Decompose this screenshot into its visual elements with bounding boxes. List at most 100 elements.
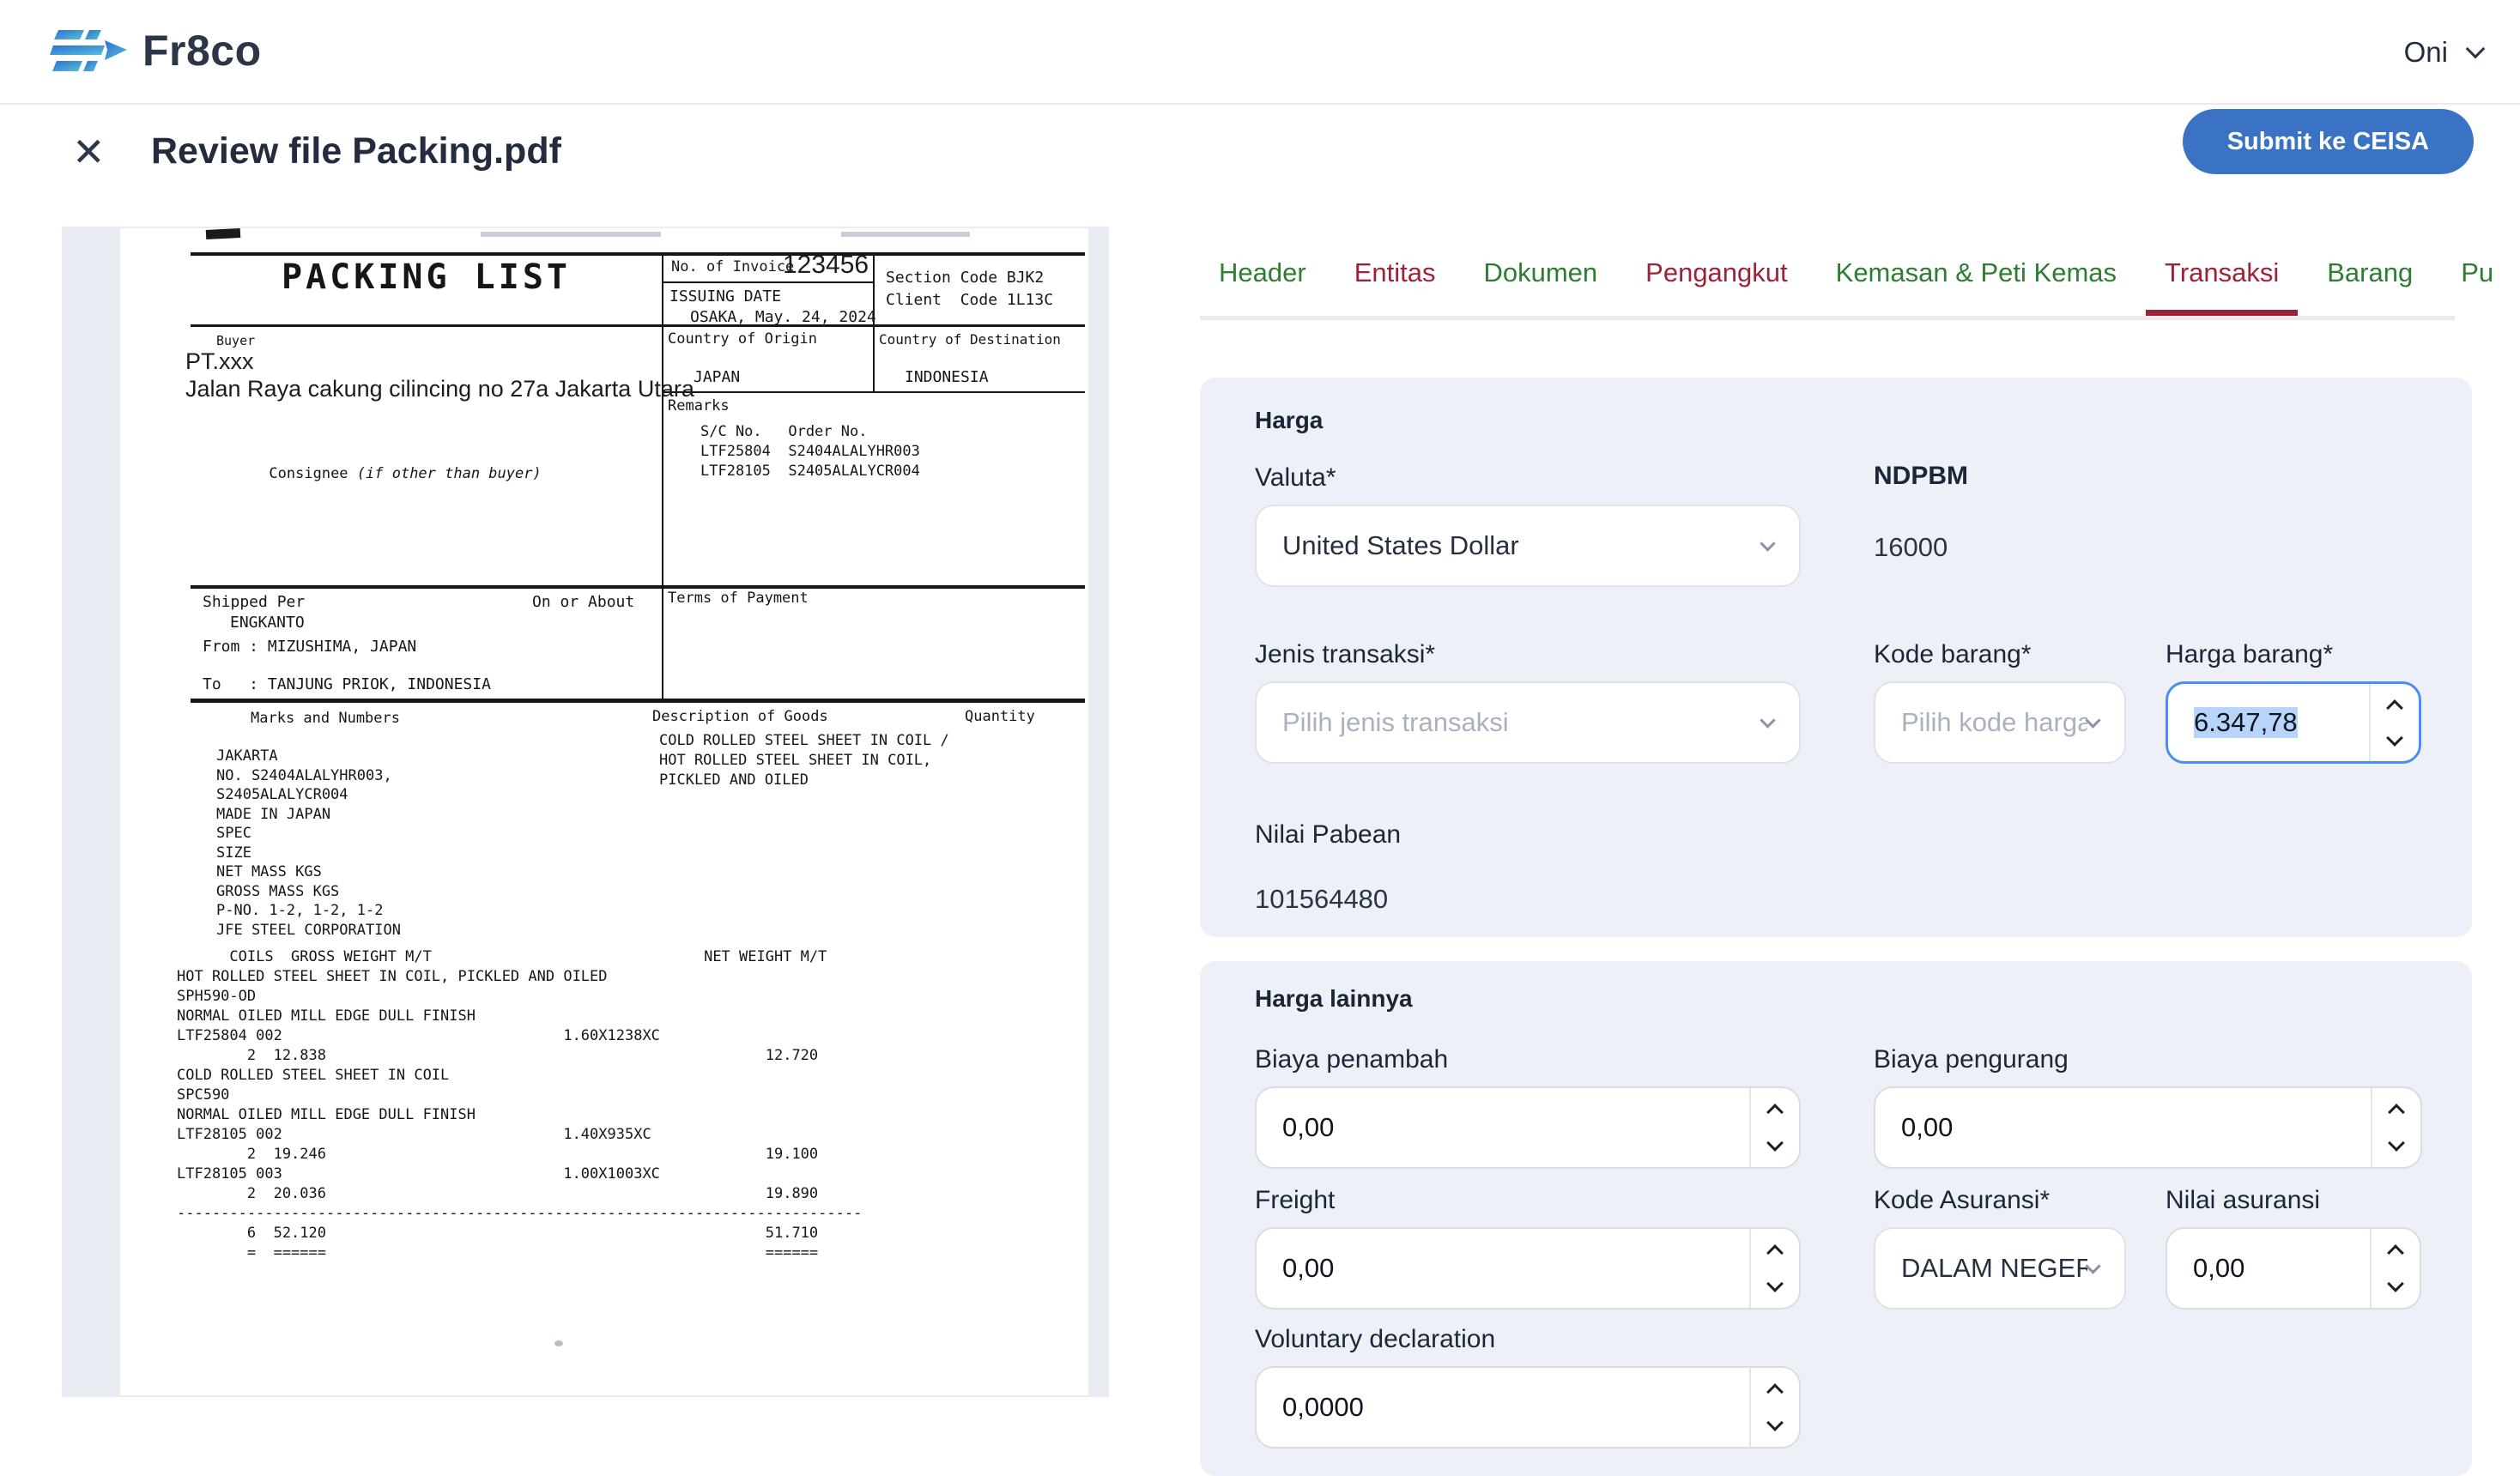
doc-dest-value: INDONESIA — [905, 368, 989, 386]
nilai-asuransi-value: 0,00 — [2193, 1253, 2245, 1283]
ndpbm-value: 16000 — [1874, 532, 1948, 562]
tab-transaksi[interactable]: Transaksi — [2146, 257, 2299, 316]
harga-lainnya-card: Harga lainnya Biaya penambah 0,00 Biaya … — [1200, 961, 2472, 1476]
doc-on-or-about-label: On or About — [532, 593, 635, 611]
harga-lainnya-section-title: Harga lainnya — [1255, 985, 1413, 1012]
nilai-asuransi-label: Nilai asuransi — [2166, 1186, 2321, 1214]
chevron-up-icon — [1766, 1383, 1784, 1400]
doc-rule — [191, 699, 1085, 703]
stepper-down-button[interactable] — [2372, 1268, 2420, 1308]
doc-consignee-note: (if other than buyer) — [356, 465, 542, 482]
doc-dest-label: Country of Destination — [879, 331, 1061, 348]
tab-next-clipped[interactable]: Pu — [2461, 257, 2494, 287]
stepper-up-button[interactable] — [1751, 1229, 1799, 1268]
chevron-down-icon — [2387, 1275, 2404, 1292]
ndpbm-label: NDPBM — [1874, 462, 1968, 490]
doc-description-header: Description of Goods — [652, 708, 828, 725]
doc-origin-label: Country of Origin — [668, 330, 817, 348]
harga-section-title: Harga — [1255, 407, 1324, 433]
biaya-penambah-value: 0,00 — [1282, 1112, 1335, 1142]
doc-invoice-no: 123456 — [783, 251, 869, 279]
tab-entitas[interactable]: Entitas — [1354, 257, 1436, 287]
biaya-pengurang-label: Biaya pengurang — [1874, 1045, 2069, 1074]
kode-asuransi-select[interactable]: DALAM NEGERI — [1874, 1227, 2126, 1310]
kode-barang-placeholder: Pilih kode harga — [1901, 707, 2087, 737]
jenis-transaksi-placeholder: Pilih jenis transaksi — [1282, 707, 1509, 737]
chevron-up-icon — [2388, 1104, 2405, 1121]
doc-rule — [662, 391, 1085, 393]
top-bar: Fr8co Oni — [0, 0, 2520, 105]
close-icon[interactable]: ✕ — [72, 130, 106, 174]
doc-sc-order-list: S/C No. Order No. LTF25804 S2404ALALYHR0… — [700, 423, 920, 480]
doc-quantity-header: Quantity — [965, 708, 1035, 725]
doc-buyer-label: Buyer — [216, 333, 256, 348]
kode-barang-select[interactable]: Pilih kode harga — [1874, 681, 2126, 764]
chevron-up-icon — [1766, 1104, 1784, 1121]
tab-barang[interactable]: Barang — [2327, 257, 2414, 287]
doc-from-line: From : MIZUSHIMA, JAPAN — [203, 638, 417, 656]
harga-barang-value: 6.347,78 — [2194, 707, 2298, 738]
valuta-label: Valuta* — [1255, 463, 1336, 492]
tab-pengangkut[interactable]: Pengangkut — [1645, 257, 1788, 287]
chevron-down-icon — [1766, 1414, 1784, 1431]
doc-weights-table: COILS GROSS WEIGHT M/T NET WEIGHT M/T HO… — [177, 948, 863, 1261]
stepper-up-button[interactable] — [2372, 1088, 2420, 1128]
freight-stepper — [1749, 1229, 1799, 1308]
doc-rule — [191, 324, 1085, 327]
stepper-up-button[interactable] — [1751, 1088, 1799, 1128]
scan-artifact — [554, 1340, 563, 1346]
tab-dokumen[interactable]: Dokumen — [1483, 257, 1598, 287]
scan-artifact — [481, 232, 661, 237]
biaya-penambah-label: Biaya penambah — [1255, 1045, 1449, 1074]
nilai-asuransi-input[interactable]: 0,00 — [2166, 1227, 2421, 1310]
freight-label: Freight — [1255, 1186, 1336, 1214]
valuta-select[interactable]: United States Dollar — [1255, 505, 1801, 587]
harga-card: Harga Valuta* United States Dollar NDPBM… — [1200, 378, 2472, 937]
chevron-down-icon — [1760, 535, 1776, 552]
voluntary-declaration-input[interactable]: 0,0000 — [1255, 1366, 1801, 1449]
harga-barang-input[interactable]: 6.347,78 — [2166, 681, 2421, 764]
kode-asuransi-label: Kode Asuransi* — [1874, 1186, 2051, 1214]
kode-barang-label: Kode barang* — [1874, 640, 2032, 668]
stepper-up-button[interactable] — [2371, 684, 2419, 723]
stepper-up-button[interactable] — [2372, 1229, 2420, 1268]
doc-rule — [873, 252, 875, 391]
stepper-down-button[interactable] — [1751, 1407, 1799, 1447]
chevron-down-icon — [2085, 711, 2101, 729]
chevron-up-icon — [1766, 1244, 1784, 1261]
nilai-pabean-label: Nilai Pabean — [1255, 820, 1402, 849]
user-menu[interactable]: Oni — [2403, 0, 2486, 105]
chevron-down-icon — [2465, 39, 2486, 59]
form-tabs: Header Entitas Dokumen Pengangkut Kemasa… — [1200, 257, 2520, 322]
jenis-transaksi-select[interactable]: Pilih jenis transaksi — [1255, 681, 1801, 764]
voluntary-declaration-stepper — [1749, 1368, 1799, 1447]
chevron-down-icon — [2388, 1134, 2405, 1152]
doc-marks-lines: JAKARTA NO. S2404ALALYHR003, S2405ALALYC… — [216, 747, 401, 939]
doc-terms-label: Terms of Payment — [668, 590, 809, 607]
voluntary-declaration-label: Voluntary declaration — [1255, 1325, 1496, 1353]
doc-rule — [662, 252, 663, 699]
brand-name: Fr8co — [142, 27, 262, 75]
stepper-up-button[interactable] — [1751, 1368, 1799, 1407]
biaya-pengurang-value: 0,00 — [1901, 1112, 1954, 1142]
biaya-penambah-input[interactable]: 0,00 — [1255, 1086, 1801, 1169]
doc-description-lines: COLD ROLLED STEEL SHEET IN COIL / HOT RO… — [659, 732, 949, 789]
chevron-up-icon — [2386, 699, 2403, 717]
stepper-down-button[interactable] — [1751, 1128, 1799, 1167]
page-title: Review file Packing.pdf — [151, 130, 561, 172]
submit-ceisa-button[interactable]: Submit ke CEISA — [2182, 109, 2474, 174]
tab-kemasan[interactable]: Kemasan & Peti Kemas — [1835, 257, 2117, 287]
stepper-down-button[interactable] — [1751, 1268, 1799, 1308]
pdf-viewer[interactable]: PACKING LIST No. of Invoice 123456 ISSUI… — [62, 227, 1109, 1397]
doc-issuing-value: OSAKA, May. 24, 2024 — [690, 308, 876, 326]
doc-to-line: To : TANJUNG PRIOK, INDONESIA — [203, 675, 491, 693]
biaya-pengurang-input[interactable]: 0,00 — [1874, 1086, 2422, 1169]
stepper-down-button[interactable] — [2372, 1128, 2420, 1167]
user-name: Oni — [2403, 36, 2448, 68]
review-header: ✕ Review file Packing.pdf Submit ke CEIS… — [0, 105, 2520, 215]
freight-input[interactable]: 0,00 — [1255, 1227, 1801, 1310]
brand-logo: Fr8co — [48, 26, 262, 76]
stepper-down-button[interactable] — [2371, 723, 2419, 761]
doc-rule — [191, 252, 1085, 256]
tab-header[interactable]: Header — [1219, 257, 1306, 287]
